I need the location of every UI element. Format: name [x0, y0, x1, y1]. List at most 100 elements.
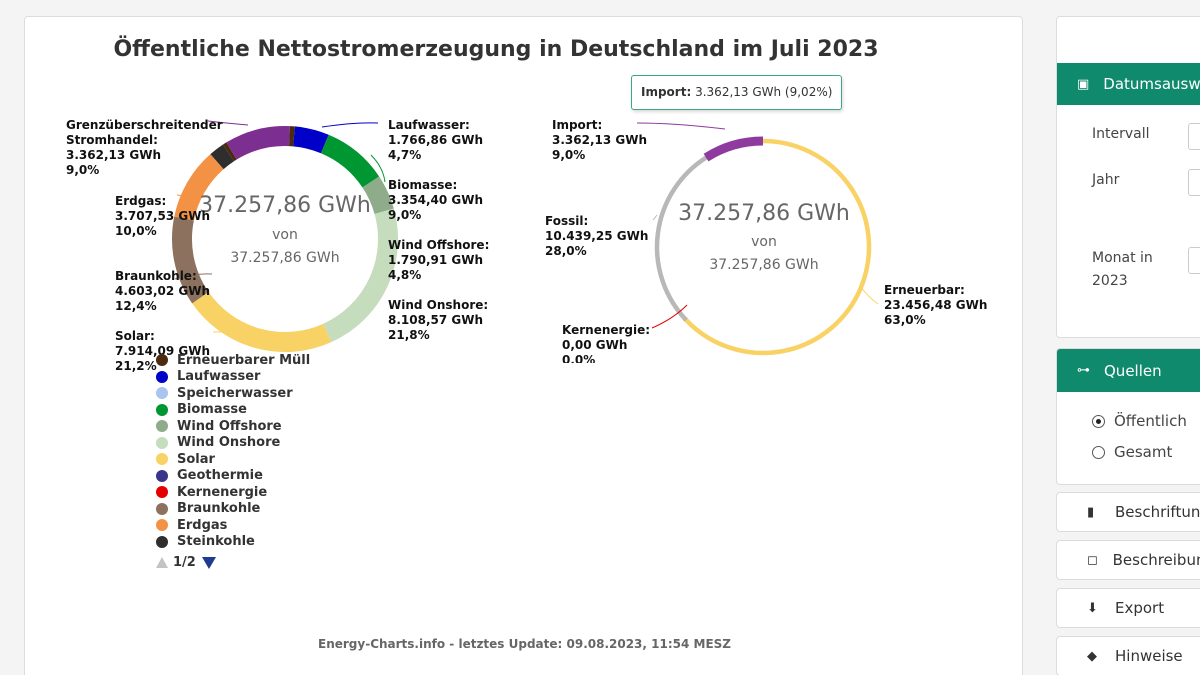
callout-wind-onshore-name: Wind Onshore: [388, 298, 489, 312]
slice-wind-onshore[interactable] [322, 208, 398, 343]
legend-label: Geothermie [177, 468, 263, 484]
callout-solar-name: Solar: [115, 329, 155, 343]
leader-braunkohle [174, 273, 213, 280]
beschreibung-button[interactable]: ◻ Beschreibung [1056, 540, 1200, 580]
donut-chart-aggregated [654, 136, 872, 356]
slice-erdgas[interactable] [174, 154, 224, 221]
legend-label: Solar [177, 451, 215, 467]
beschreibung-label: Beschreibung [1112, 551, 1200, 569]
leader-laufwasser [321, 122, 379, 128]
slice-wind-offshore[interactable] [362, 176, 394, 215]
leader-erneuerbar [860, 286, 879, 305]
leader-biomasse [370, 154, 386, 183]
slice-biomasse[interactable] [320, 134, 380, 188]
callout-laufwasser: Laufwasser: 1.766,86 GWh 4,7% [388, 118, 483, 163]
slice-fossil[interactable] [654, 155, 708, 322]
beschriftung-button[interactable]: ▮ Beschriftung [1056, 492, 1200, 532]
chart-title: Öffentliche Nettostromerzeugung in Deuts… [113, 37, 879, 62]
leader-erdgas [176, 194, 211, 198]
callout-handel: Grenzüberschreitender Stromhandel: 3.362… [66, 118, 223, 178]
legend-item[interactable]: Erneuerbarer Müll [156, 352, 310, 369]
pager-up-icon[interactable] [156, 557, 168, 568]
legend-pager: 1/2 [156, 555, 310, 570]
slice-braunkohle[interactable] [172, 216, 209, 304]
legend-label: Wind Offshore [177, 418, 282, 434]
legend-item[interactable]: Geothermie [156, 468, 310, 485]
legend-label: Erneuerbarer Müll [177, 352, 311, 368]
legend-item[interactable]: Wind Offshore [156, 418, 310, 435]
radio-gesamt[interactable]: Gesamt [1092, 443, 1172, 461]
callout-erneuerbar-name: Erneuerbar: [884, 283, 965, 297]
callout-laufwasser-percent: 4,7% [388, 148, 422, 162]
callout-fossil-name: Fossil: [545, 214, 589, 228]
calendar-icon: ▣ [1077, 76, 1090, 92]
legend-dot-icon [156, 486, 168, 499]
slice-erneuerbarer-müll[interactable] [223, 142, 237, 162]
donut1-center-von: von [272, 227, 298, 243]
legend-dot-icon [156, 436, 168, 449]
info-diamond-icon: ◆ [1087, 648, 1097, 664]
callout-wind-offshore: Wind Offshore: 1.790,91 GWh 4,8% [388, 238, 489, 283]
pager-down-icon[interactable] [201, 556, 216, 569]
legend-item[interactable]: Steinkohle [156, 534, 310, 551]
quellen-header[interactable]: ⊶ Quellen [1057, 349, 1200, 392]
callout-erneuerbar: Erneuerbar: 23.456,48 GWh 63,0% [884, 283, 987, 328]
slice-steinkohle[interactable] [210, 144, 235, 170]
legend-label: Kernenergie [177, 484, 268, 500]
datum-header[interactable]: ▣ Datumsauswahl [1057, 63, 1200, 105]
bookmark-icon: ▮ [1087, 504, 1095, 520]
callout-biomasse: Biomasse: 3.354,40 GWh 9,0% [388, 178, 483, 223]
legend-dot-icon [156, 519, 168, 532]
callout-biomasse-value: 3.354,40 GWh [388, 193, 484, 207]
quellen-title: Quellen [1104, 361, 1162, 380]
sidebar: ▣ Datumsauswahl Intervall Jahr Monat in … [1056, 16, 1200, 675]
donut1-center-of-total: 37.257,86 GWh [230, 250, 340, 266]
callout-solar: Solar: 7.914,09 GWh 21,2% [115, 329, 210, 374]
legend-item[interactable]: Biomasse [156, 402, 310, 419]
radio-oeffentlich[interactable]: Öffentlich [1092, 412, 1187, 430]
legend-dot-icon [156, 370, 168, 383]
intervall-select[interactable] [1188, 123, 1200, 150]
monat-label-2: 2023 [1092, 273, 1128, 289]
tooltip-name: Import: [641, 85, 692, 99]
callout-import-value: 3.362,13 GWh [552, 133, 648, 147]
legend-label: Wind Onshore [177, 435, 281, 451]
legend-item[interactable]: Braunkohle [156, 501, 310, 518]
callout-solar-percent: 21,2% [115, 359, 157, 373]
callout-biomasse-percent: 9,0% [388, 208, 422, 222]
download-icon: ⬇ [1087, 600, 1098, 616]
radio-checked-icon[interactable] [1092, 414, 1105, 428]
jahr-select[interactable] [1188, 169, 1200, 196]
jahr-label: Jahr [1092, 172, 1120, 188]
monat-select[interactable] [1188, 247, 1200, 274]
slice-erneuerbar[interactable] [684, 138, 872, 356]
legend-item[interactable]: Erdgas [156, 517, 310, 534]
legend-label: Erdgas [177, 517, 228, 533]
callout-braunkohle-percent: 12,4% [115, 299, 157, 313]
chart-legend: Erneuerbarer Müll Laufwasser Speicherwasse… [156, 352, 310, 570]
callout-laufwasser-name: Laufwasser: [388, 118, 470, 132]
legend-item[interactable]: Speicherwasser [156, 385, 310, 402]
radio-oeffentlich-label: Öffentlich [1114, 412, 1187, 430]
legend-item[interactable]: Laufwasser [156, 369, 310, 386]
legend-item[interactable]: Solar [156, 451, 310, 468]
chart-card: Öffentliche Nettostromerzeugung in Deuts… [24, 16, 1023, 675]
sources-icon: ⊶ [1077, 363, 1090, 378]
legend-item[interactable]: Wind Onshore [156, 435, 310, 452]
legend-dot-icon [156, 453, 168, 466]
callout-handel-name2: Stromhandel: [66, 133, 158, 147]
callout-erdgas-percent: 10,0% [115, 224, 157, 238]
legend-dot-icon [156, 354, 168, 367]
radio-unchecked-icon[interactable] [1092, 445, 1105, 459]
slice-grenzüberschreitender-stromhandel[interactable] [226, 126, 290, 160]
callout-wind-onshore: Wind Onshore: 8.108,57 GWh 21,8% [388, 298, 488, 343]
slice-solar[interactable] [192, 291, 332, 352]
legend-item[interactable]: Kernenergie [156, 484, 310, 501]
donut2-center-total: 37.257,86 GWh [678, 201, 850, 226]
callout-braunkohle-name: Braunkohle: [115, 269, 197, 283]
slice-laufwasser[interactable] [292, 126, 329, 154]
legend-dot-icon [156, 420, 168, 433]
hinweise-button[interactable]: ◆ Hinweise [1056, 636, 1200, 675]
slice-import-highlight[interactable] [703, 136, 764, 162]
export-button[interactable]: ⬇ Export [1056, 588, 1200, 628]
